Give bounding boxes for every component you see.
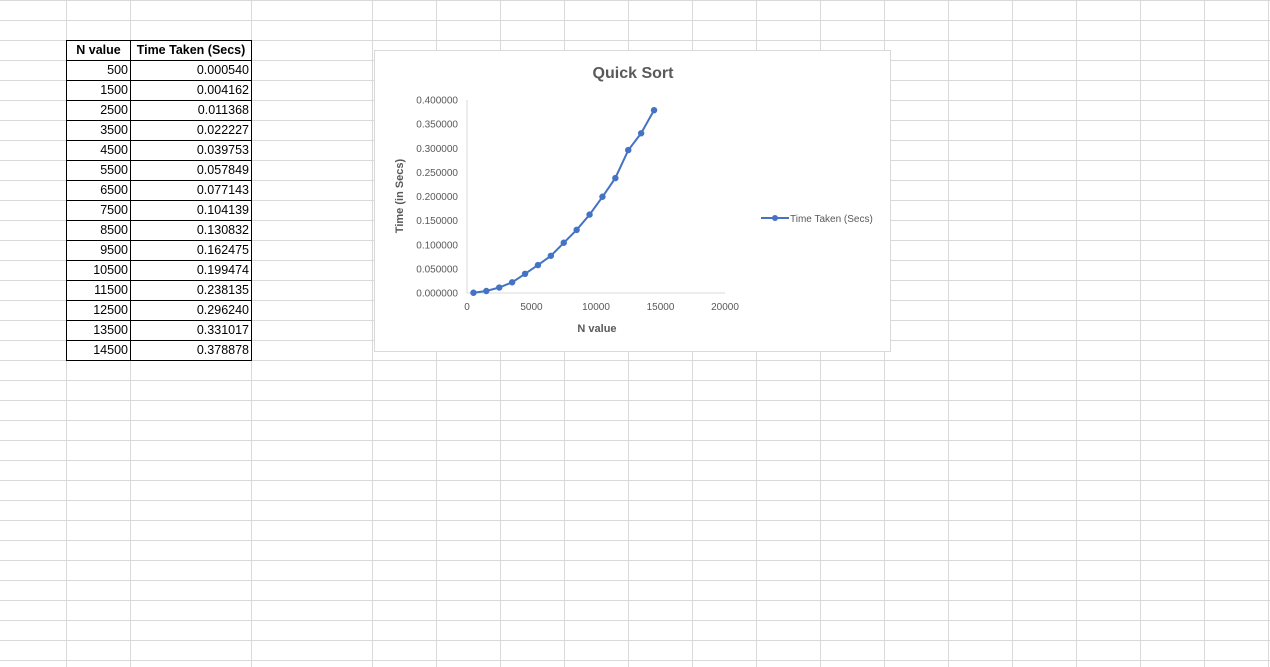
cell-time-taken[interactable]: 0.296240 bbox=[131, 301, 252, 321]
cell-time-taken[interactable]: 0.077143 bbox=[131, 181, 252, 201]
cell-n-value[interactable]: 3500 bbox=[67, 121, 131, 141]
header-time-taken[interactable]: Time Taken (Secs) bbox=[131, 41, 252, 61]
cell-time-taken[interactable]: 0.011368 bbox=[131, 101, 252, 121]
series-time-taken bbox=[470, 107, 657, 296]
data-point[interactable] bbox=[522, 271, 528, 277]
table-row: 1500 0.004162 bbox=[67, 81, 252, 101]
y-tick-label: 0.100000 bbox=[416, 240, 458, 251]
y-tick-label: 0.000000 bbox=[416, 289, 458, 300]
cell-n-value[interactable]: 2500 bbox=[67, 101, 131, 121]
data-point[interactable] bbox=[548, 253, 554, 259]
series-line bbox=[474, 110, 655, 293]
data-point[interactable] bbox=[651, 107, 657, 113]
y-axis-ticks: 0.000000 0.050000 0.100000 0.150000 0.200000… bbox=[416, 96, 458, 300]
x-tick-label: 15000 bbox=[647, 302, 675, 313]
data-point[interactable] bbox=[483, 288, 489, 294]
x-tick-label: 20000 bbox=[711, 302, 739, 313]
table-row: 11500 0.238135 bbox=[67, 281, 252, 301]
y-axis-title: Time (in Secs) bbox=[394, 158, 406, 233]
y-tick-label: 0.050000 bbox=[416, 264, 458, 275]
table-row: 10500 0.199474 bbox=[67, 261, 252, 281]
header-n-value[interactable]: N value bbox=[67, 41, 131, 61]
table-row: 500 0.000540 bbox=[67, 61, 252, 81]
header-row: N value Time Taken (Secs) bbox=[67, 41, 252, 61]
table-row: 2500 0.011368 bbox=[67, 101, 252, 121]
y-tick-label: 0.200000 bbox=[416, 192, 458, 203]
cell-n-value[interactable]: 6500 bbox=[67, 181, 131, 201]
x-tick-label: 10000 bbox=[582, 302, 610, 313]
data-point[interactable] bbox=[573, 227, 579, 233]
cell-time-taken[interactable]: 0.104139 bbox=[131, 201, 252, 221]
chart-svg: Quick Sort 0.000000 0.050000 0.100000 0.150… bbox=[375, 51, 892, 353]
cell-n-value[interactable]: 8500 bbox=[67, 221, 131, 241]
cell-n-value[interactable]: 11500 bbox=[67, 281, 131, 301]
table-row: 12500 0.296240 bbox=[67, 301, 252, 321]
table-row: 3500 0.022227 bbox=[67, 121, 252, 141]
cell-time-taken[interactable]: 0.004162 bbox=[131, 81, 252, 101]
table-row: 9500 0.162475 bbox=[67, 241, 252, 261]
table-row: 8500 0.130832 bbox=[67, 221, 252, 241]
cell-time-taken[interactable]: 0.057849 bbox=[131, 161, 252, 181]
cell-n-value[interactable]: 12500 bbox=[67, 301, 131, 321]
cell-n-value[interactable]: 4500 bbox=[67, 141, 131, 161]
x-tick-label: 5000 bbox=[520, 302, 543, 313]
cell-n-value[interactable]: 9500 bbox=[67, 241, 131, 261]
x-tick-label: 0 bbox=[464, 302, 470, 313]
table-row: 7500 0.104139 bbox=[67, 201, 252, 221]
cell-time-taken[interactable]: 0.022227 bbox=[131, 121, 252, 141]
cell-n-value[interactable]: 500 bbox=[67, 61, 131, 81]
cell-n-value[interactable]: 10500 bbox=[67, 261, 131, 281]
y-tick-label: 0.150000 bbox=[416, 216, 458, 227]
data-point[interactable] bbox=[561, 240, 567, 246]
cell-time-taken[interactable]: 0.000540 bbox=[131, 61, 252, 81]
data-point[interactable] bbox=[586, 211, 592, 217]
cell-time-taken[interactable]: 0.130832 bbox=[131, 221, 252, 241]
cell-time-taken[interactable]: 0.238135 bbox=[131, 281, 252, 301]
data-point[interactable] bbox=[599, 194, 605, 200]
data-table: N value Time Taken (Secs) 500 0.000540 150… bbox=[66, 40, 252, 361]
chart-title: Quick Sort bbox=[593, 65, 675, 82]
quick-sort-chart[interactable]: Quick Sort 0.000000 0.050000 0.100000 0.150… bbox=[374, 50, 891, 352]
x-axis-ticks: 0 5000 10000 15000 20000 bbox=[464, 302, 739, 313]
cell-time-taken[interactable]: 0.378878 bbox=[131, 341, 252, 361]
data-point[interactable] bbox=[509, 279, 515, 285]
data-point[interactable] bbox=[625, 147, 631, 153]
cell-n-value[interactable]: 14500 bbox=[67, 341, 131, 361]
cell-time-taken[interactable]: 0.162475 bbox=[131, 241, 252, 261]
legend-marker bbox=[772, 215, 778, 221]
legend-label: Time Taken (Secs) bbox=[790, 214, 873, 225]
legend[interactable]: Time Taken (Secs) bbox=[761, 214, 873, 225]
table-row: 13500 0.331017 bbox=[67, 321, 252, 341]
y-tick-label: 0.300000 bbox=[416, 144, 458, 155]
table-row: 4500 0.039753 bbox=[67, 141, 252, 161]
data-point[interactable] bbox=[470, 290, 476, 296]
y-tick-label: 0.250000 bbox=[416, 168, 458, 179]
cell-n-value[interactable]: 1500 bbox=[67, 81, 131, 101]
cell-time-taken[interactable]: 0.331017 bbox=[131, 321, 252, 341]
table-row: 5500 0.057849 bbox=[67, 161, 252, 181]
cell-time-taken[interactable]: 0.199474 bbox=[131, 261, 252, 281]
x-axis-title: N value bbox=[577, 323, 616, 335]
cell-n-value[interactable]: 7500 bbox=[67, 201, 131, 221]
data-point[interactable] bbox=[535, 262, 541, 268]
table-row: 14500 0.378878 bbox=[67, 341, 252, 361]
cell-n-value[interactable]: 13500 bbox=[67, 321, 131, 341]
data-point[interactable] bbox=[612, 175, 618, 181]
cell-n-value[interactable]: 5500 bbox=[67, 161, 131, 181]
data-point[interactable] bbox=[496, 284, 502, 290]
table-row: 6500 0.077143 bbox=[67, 181, 252, 201]
cell-time-taken[interactable]: 0.039753 bbox=[131, 141, 252, 161]
y-tick-label: 0.350000 bbox=[416, 120, 458, 131]
data-point[interactable] bbox=[638, 130, 644, 136]
y-tick-label: 0.400000 bbox=[416, 96, 458, 107]
